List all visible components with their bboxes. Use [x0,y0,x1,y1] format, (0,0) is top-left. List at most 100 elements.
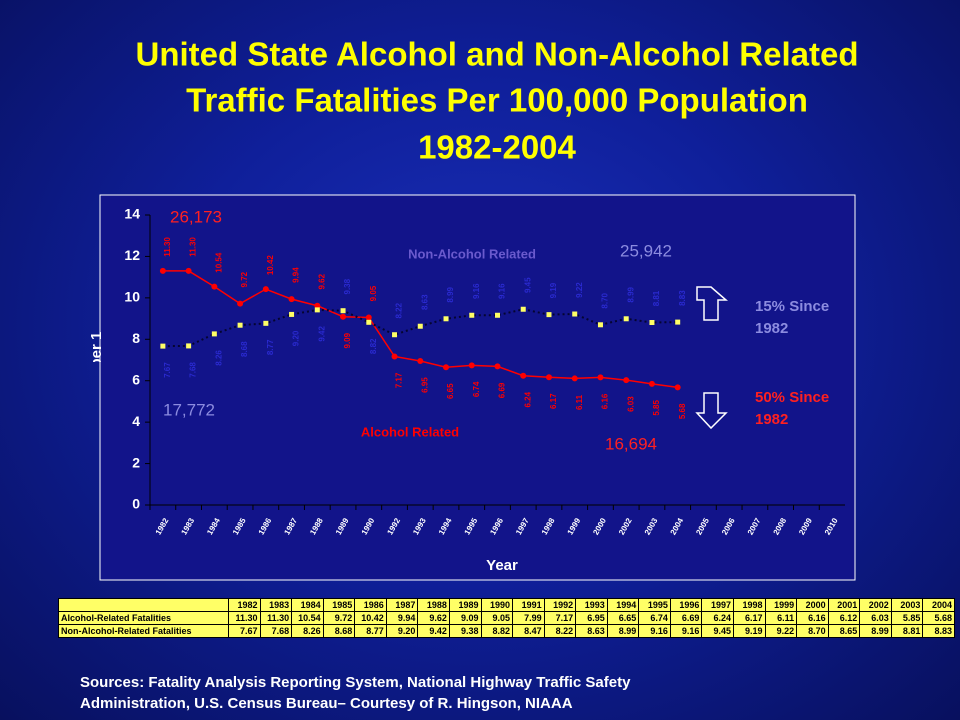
table-row: Alcohol-Related Fatalities 11.30 11.30 10.5… [58,611,955,625]
y-tick-label: 0 [132,496,140,512]
column-header: 1998 [733,598,766,612]
data-label: 7.68 [189,362,198,378]
data-label: 11.30 [163,237,172,257]
data-label: 8.77 [266,339,275,355]
data-label: 7.17 [395,372,404,388]
data-label: 8.68 [240,341,249,357]
point [572,311,578,317]
point [417,358,424,365]
data-label: 9.42 [317,326,326,342]
point [649,320,655,326]
chart-title: Traffic Fatalities Per 100,000 Populatio… [186,82,808,119]
point [571,375,578,382]
data-label: 8.22 [395,302,404,318]
data-label: 6.11 [575,394,584,410]
point [469,312,475,318]
point [186,343,192,349]
column-header: 1989 [448,598,482,612]
table-cell: 8.83 [922,624,955,638]
table-cell: 8.77 [354,624,387,638]
row-label: Non-Alcohol-Related Fatalities [58,624,229,638]
table-cell: 10.54 [291,611,324,625]
y-tick-label: 14 [124,206,140,222]
point [159,267,166,274]
y-tick-label: 6 [132,371,140,387]
column-header: 1987 [385,598,419,612]
table-cell: 6.74 [638,611,671,625]
table-row: Non-Alcohol-Related Fatalities 7.67 7.68 8.… [58,624,955,638]
data-label: 8.26 [214,350,223,366]
table-cell: 8.81 [890,624,924,638]
column-header: 1988 [417,598,450,612]
point [211,331,217,337]
column-header: 1983 [259,598,293,612]
data-label: 8.81 [652,290,661,306]
point [495,312,500,318]
table-cell: 9.16 [638,624,671,638]
table-cell: 6.65 [606,611,640,625]
table-cell: 6.69 [669,611,703,625]
table-cell: 11.30 [228,611,261,625]
table-cell: 9.38 [448,624,482,638]
point [545,374,552,381]
point [340,313,347,320]
column-header: 1994 [606,598,640,612]
data-label: 9.09 [343,332,352,348]
column-header: 1984 [291,598,324,612]
table-cell: 9.42 [417,624,450,638]
data-table: 1982 1983 1984 1985 1986 1987 1988 1989 1990 1991… [58,598,955,638]
column-header: 1992 [543,598,577,612]
table-cell: 8.63 [575,624,608,638]
data-label: 6.95 [420,377,429,393]
column-header: 1991 [512,598,545,612]
data-label: 10.54 [214,252,223,273]
point [262,286,269,293]
table-cell: 7.17 [543,611,577,625]
y-axis-label: Rate per 100,000 [88,286,105,404]
data-label: 11.30 [189,237,198,257]
point [237,322,243,328]
table-cell: 8.82 [480,624,514,638]
table-cell: 7.68 [259,624,293,638]
data-label: 9.38 [343,278,352,294]
data-label: 8.70 [601,292,610,308]
table-cell: 8.26 [291,624,324,638]
data-label: 9.72 [240,271,249,287]
annotation: 16,694 [605,434,657,453]
table-header: 1982 1983 1984 1985 1986 1987 1988 1989 1990 1991… [58,598,955,612]
table-cell: 7.67 [228,624,261,638]
point [391,353,398,360]
column-header: 2002 [859,598,892,612]
point [520,372,527,379]
annotation: 25,942 [620,241,672,260]
data-label: 9.05 [369,285,378,301]
source-line: Administration, U.S. Census Bureau– Cour… [80,695,573,712]
column-header: 1986 [354,598,387,612]
plot-area [99,194,856,581]
point [237,300,244,307]
table-cell: 8.22 [543,624,577,638]
data-label: 6.03 [626,396,635,412]
table-cell: 6.17 [733,611,766,625]
chart: United State Alcohol and Non-Alcohol Rel… [88,35,859,581]
point [674,384,681,391]
data-label: 8.83 [678,290,687,306]
table-cell: 11.30 [259,611,293,625]
column-header: 1993 [575,598,608,612]
table-cell: 10.42 [354,611,387,625]
table-cell: 8.70 [796,624,829,638]
column-header: 2001 [827,598,861,612]
column-header: 1990 [480,598,514,612]
data-label: 8.99 [626,286,635,302]
series-name: Alcohol Related [361,424,459,439]
table-corner [58,598,229,612]
table-cell: 9.09 [448,611,482,625]
point [392,332,398,338]
table-cell: 9.45 [701,624,734,638]
point [365,314,372,321]
table-cell: 8.99 [859,624,892,638]
table-cell: 6.03 [859,611,892,625]
point [443,316,449,322]
column-header: 1997 [701,598,734,612]
